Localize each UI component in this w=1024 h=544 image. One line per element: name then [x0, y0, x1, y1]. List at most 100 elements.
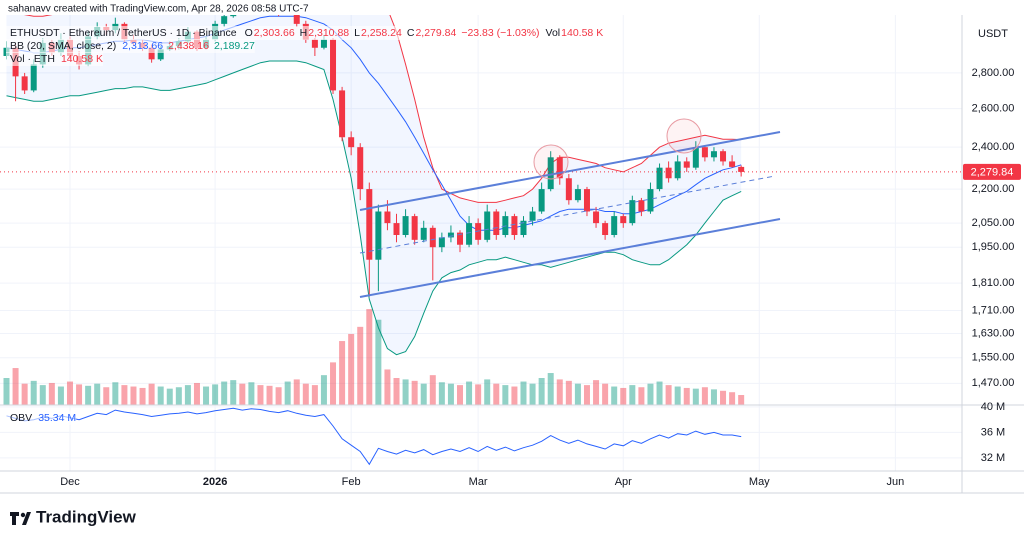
- volume-bar: [393, 378, 400, 405]
- drawings: [359, 118, 781, 298]
- volume-bar: [656, 381, 663, 405]
- candle-body: [538, 189, 545, 212]
- volume-bar: [284, 381, 291, 405]
- volume-bar: [665, 385, 672, 405]
- volume-bar: [384, 369, 391, 405]
- candle-body: [384, 211, 391, 224]
- volume-bar: [112, 382, 119, 405]
- volume-bar: [692, 388, 699, 405]
- volume-bar: [647, 383, 654, 405]
- bb-upper: [23, 15, 742, 203]
- brand: TradingView: [10, 507, 137, 526]
- legend-text: 140.58 K: [561, 27, 603, 39]
- volume-bar: [411, 380, 418, 405]
- volume-bar: [556, 379, 563, 405]
- peak-circle: [666, 118, 702, 154]
- legend-text: OBV: [10, 412, 32, 424]
- brand-logo: [10, 512, 31, 525]
- volume-bar: [76, 384, 83, 405]
- volume-bar: [212, 384, 219, 405]
- volume-bar: [683, 387, 690, 405]
- candle-body: [339, 90, 346, 138]
- y-tick-label: 2,800.00: [972, 67, 1015, 79]
- volume-bar: [3, 378, 10, 405]
- volume-bar: [121, 385, 128, 405]
- candle-body: [638, 200, 645, 212]
- candle-body: [402, 216, 409, 236]
- candle-body: [466, 223, 473, 245]
- brand-name: TradingView: [36, 507, 137, 526]
- candle-body: [574, 189, 581, 201]
- legend-text: ETHUSDT · Ethereum / TetherUS · 1D · Bin…: [10, 27, 237, 39]
- candle-body: [692, 147, 699, 168]
- volume-bar: [429, 375, 436, 405]
- candle-body: [710, 151, 717, 158]
- volume-bar: [230, 380, 237, 405]
- candle-body: [729, 161, 736, 167]
- volume-bar: [438, 382, 445, 405]
- volume-bar: [330, 362, 337, 405]
- volume-bar: [184, 385, 191, 405]
- volume-bar: [148, 383, 155, 405]
- legend-bg: [6, 52, 103, 66]
- candle-body: [157, 49, 164, 60]
- x-tick-label: Dec: [60, 476, 80, 488]
- volume-bar: [221, 381, 228, 405]
- y-tick-label: 2,600.00: [972, 103, 1015, 115]
- volume-bar: [48, 382, 55, 405]
- legend-text: Vol: [546, 27, 561, 39]
- volume-bar: [457, 385, 463, 405]
- obv-tick-label: 40 M: [981, 401, 1005, 413]
- volume-bar: [493, 383, 500, 405]
- legend-text: O: [245, 27, 253, 39]
- volume-bar: [547, 373, 554, 405]
- volume-bar: [420, 383, 427, 405]
- legend-text: 2,279.84: [415, 27, 456, 39]
- candle-body: [683, 161, 690, 168]
- volume-bar: [130, 386, 137, 405]
- volume-bar: [166, 388, 173, 405]
- volume-bar: [484, 379, 491, 405]
- volume-bar: [674, 386, 681, 405]
- volume-bar: [475, 384, 482, 405]
- volume-bar: [593, 380, 600, 405]
- volume-bar: [21, 383, 28, 405]
- candle-body: [148, 47, 155, 60]
- y-tick-label: 2,200.00: [972, 183, 1015, 195]
- candle-body: [629, 200, 636, 224]
- volume-bar: [275, 387, 282, 405]
- legend-bg: [6, 411, 77, 425]
- obv-pane: [6, 407, 742, 466]
- candle-body: [529, 211, 536, 221]
- candle-body: [602, 223, 609, 236]
- candle-body: [656, 167, 663, 190]
- candle-body: [330, 39, 337, 91]
- candle-body: [511, 216, 518, 236]
- volume-bar: [366, 309, 373, 405]
- candle-body: [493, 211, 500, 236]
- peak-circle: [533, 144, 569, 180]
- candle-body: [30, 64, 37, 91]
- y-tick-label: 1,950.00: [972, 241, 1015, 253]
- y-tick-label: 2,050.00: [972, 217, 1015, 229]
- bb-fill: [6, 15, 742, 355]
- x-tick-label: 2026: [203, 476, 227, 488]
- candle-body: [593, 211, 600, 224]
- candle-body: [620, 216, 627, 224]
- candle-body: [230, 15, 237, 17]
- volume-bar: [701, 387, 708, 405]
- volume-bar: [375, 319, 382, 405]
- volume-bar: [348, 333, 355, 405]
- candle-body: [411, 216, 418, 240]
- candle-body: [447, 232, 454, 238]
- obv-line: [6, 407, 742, 466]
- volume-bar: [466, 381, 473, 405]
- candle-body: [611, 216, 618, 236]
- channel-lower: [359, 218, 781, 298]
- volume-bar: [175, 387, 182, 405]
- candle-body: [583, 189, 590, 212]
- legend-text: 140.58 K: [61, 53, 103, 65]
- y-tick-label: 2,400.00: [972, 141, 1015, 153]
- x-tick-label: Apr: [615, 476, 632, 488]
- volume-bar: [139, 387, 146, 405]
